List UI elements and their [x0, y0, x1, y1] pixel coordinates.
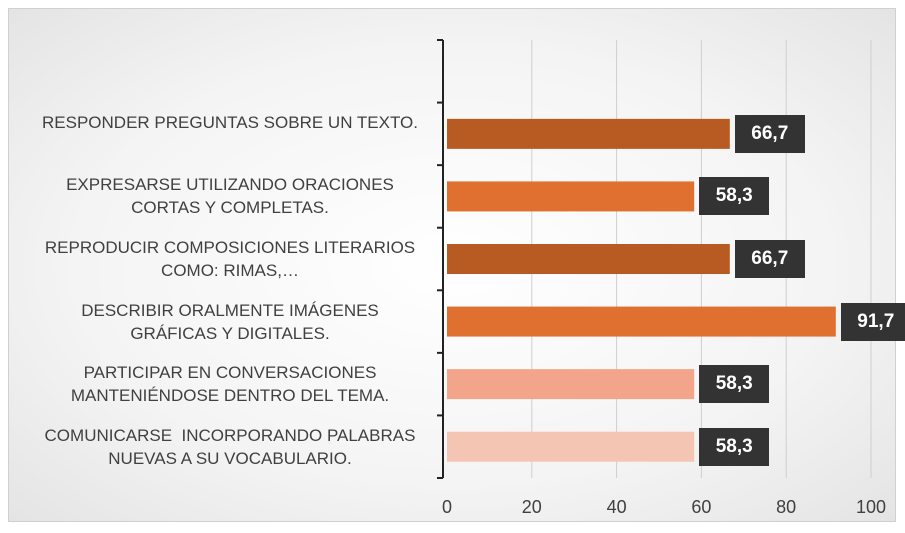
- y-tick-label: COMUNICARSE INCORPORANDO PALABRAS NUEVAS…: [44, 425, 421, 468]
- value-label: 66,7: [734, 240, 805, 278]
- x-tick-label: 20: [521, 497, 542, 517]
- y-tick-label: PARTICIPAR EN CONVERSACIONES MANTENIÉNDO…: [70, 363, 390, 406]
- x-tick-label: 60: [691, 497, 712, 517]
- x-tick-label: 40: [606, 497, 627, 517]
- y-tick-label: RESPONDER PREGUNTAS SOBRE UN TEXTO.: [42, 112, 418, 132]
- value-label: 91,7: [840, 302, 905, 341]
- bar: [447, 181, 695, 212]
- bar: [447, 118, 730, 149]
- bar: [447, 431, 695, 462]
- value-label: 58,3: [699, 427, 770, 466]
- y-tick-label: REPRODUCIR COMPOSICIONES LITERARIOS COMO…: [44, 238, 420, 280]
- value-label: 58,3: [699, 177, 770, 216]
- x-tick-label: 100: [855, 497, 887, 517]
- value-label: 66,7: [734, 114, 805, 153]
- x-tick-label: 0: [441, 497, 452, 517]
- y-tick-label: DESCRIBIR ORALMENTE IMÁGENES GRÁFICAS Y …: [81, 300, 384, 343]
- bar: [447, 369, 695, 400]
- bar: [447, 244, 730, 274]
- x-tick-label: 80: [776, 497, 797, 517]
- y-tick-label: EXPRESARSE UTILIZANDO ORACIONES CORTAS Y…: [66, 175, 399, 218]
- bar: [447, 306, 836, 337]
- value-label: 58,3: [699, 365, 770, 404]
